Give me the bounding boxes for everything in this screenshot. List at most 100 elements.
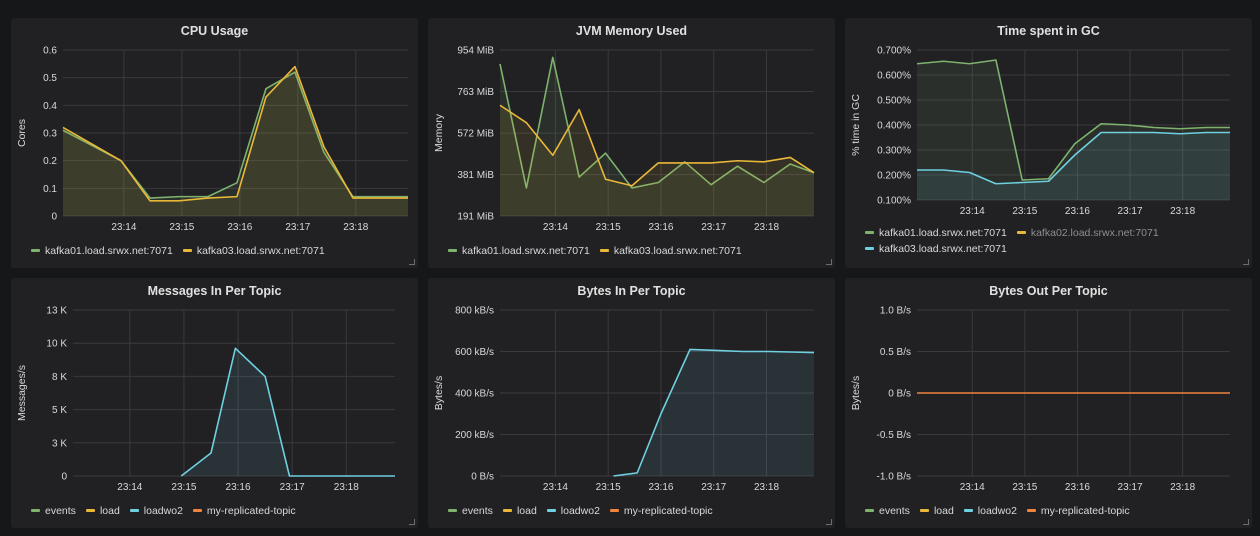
- series-line-loadwo2[interactable]: [180, 347, 395, 477]
- x-tick-label: 23:17: [280, 482, 305, 493]
- legend-item-kafka01-load-srwx-net-7071[interactable]: kafka01.load.srwx.net:7071: [31, 243, 173, 259]
- legend-item-events[interactable]: events: [865, 503, 910, 519]
- series-line-kafka01-load-srwx-net-7071[interactable]: [499, 56, 815, 189]
- resize-handle[interactable]: [409, 259, 415, 265]
- legend-item-kafka01-load-srwx-net-7071[interactable]: kafka01.load.srwx.net:7071: [448, 243, 590, 259]
- legend-item-loadwo2[interactable]: loadwo2: [129, 503, 183, 519]
- resize-handle[interactable]: [1243, 519, 1249, 525]
- resize-handle[interactable]: [1243, 259, 1249, 265]
- resize-handle[interactable]: [409, 519, 415, 525]
- legend-label: kafka02.load.srwx.net:7071: [1030, 227, 1159, 239]
- legend-item-loadwo2[interactable]: loadwo2: [546, 503, 600, 519]
- y-tick-label: 954 MiB: [457, 46, 494, 57]
- y-tick-label: -0.5 B/s: [877, 430, 911, 441]
- panel-bytes-out-per-topic[interactable]: Bytes Out Per Topic -1.0 B/s -0.5 B/s 0 B/…: [845, 278, 1252, 528]
- panel-title[interactable]: Messages In Per Topic: [147, 284, 282, 298]
- legend-item-kafka03-load-srwx-net-7071[interactable]: kafka03.load.srwx.net:7071: [182, 243, 325, 259]
- legend-label: kafka01.load.srwx.net:7071: [462, 245, 590, 257]
- panel-jvm-memory-used[interactable]: JVM Memory Used 191 MiB 381 MiB 572 MiB 763…: [428, 18, 835, 268]
- y-tick-label: 381 MiB: [457, 170, 494, 181]
- x-tick-label: 23:18: [343, 222, 368, 233]
- y-axis-label: Cores: [16, 119, 28, 147]
- panel-title[interactable]: JVM Memory Used: [575, 24, 688, 38]
- x-tick-label: 23:18: [754, 482, 779, 493]
- y-tick-label: 0.300%: [877, 146, 911, 157]
- y-tick-label: 0.2: [43, 156, 57, 167]
- legend-item-my-replicated-topic[interactable]: my-replicated-topic: [609, 503, 713, 519]
- y-tick-label: 200 kB/s: [455, 430, 494, 441]
- y-tick-label: 13 K: [46, 306, 67, 317]
- panel-time-spent-in-gc[interactable]: Time spent in GC 0.100% 0.200% 0.300% 0.400…: [845, 18, 1252, 268]
- y-tick-label: -1.0 B/s: [877, 472, 911, 483]
- series-line-loadwo2[interactable]: [613, 348, 815, 477]
- y-tick-label: 572 MiB: [457, 129, 494, 140]
- x-tick-label: 23:17: [701, 482, 726, 493]
- legend-item-kafka03-load-srwx-net-7071[interactable]: kafka03.load.srwx.net:7071: [865, 241, 1007, 257]
- y-axis-label: Bytes/s: [433, 376, 445, 410]
- y-tick-label: 0 B/s: [888, 389, 911, 400]
- legend: events load loadwo2 my-replicated-topic: [448, 503, 825, 519]
- series-line-kafka03-load-srwx-net-7071[interactable]: [499, 104, 815, 187]
- legend-label: my-replicated-topic: [206, 505, 296, 517]
- series-line-kafka03-load-srwx-net-7071[interactable]: [62, 65, 408, 202]
- legend-label: kafka03.load.srwx.net:7071: [613, 245, 742, 257]
- legend-swatch: [963, 508, 973, 512]
- resize-handle[interactable]: [826, 259, 832, 265]
- legend-item-my-replicated-topic[interactable]: my-replicated-topic: [192, 503, 296, 519]
- legend-item-my-replicated-topic[interactable]: my-replicated-topic: [1026, 503, 1130, 519]
- x-tick-label: 23:16: [648, 482, 673, 493]
- series-area-kafka03-load-srwx-net-7071: [917, 132, 1230, 200]
- x-tick-label: 23:14: [543, 222, 568, 233]
- y-tick-label: 0.400%: [877, 121, 911, 132]
- legend-item-kafka03-load-srwx-net-7071[interactable]: kafka03.load.srwx.net:7071: [599, 243, 742, 259]
- legend: kafka01.load.srwx.net:7071 kafka03.load.s…: [448, 243, 825, 259]
- y-tick-label: 800 kB/s: [455, 306, 494, 317]
- series-line-kafka03-load-srwx-net-7071[interactable]: [917, 131, 1230, 185]
- legend: kafka01.load.srwx.net:7071 kafka03.load.s…: [31, 243, 408, 259]
- series-line-kafka01-load-srwx-net-7071[interactable]: [916, 59, 1230, 181]
- y-tick-label: 0.600%: [877, 71, 911, 82]
- resize-handle[interactable]: [826, 519, 832, 525]
- legend-item-loadwo2[interactable]: loadwo2: [963, 503, 1017, 519]
- legend-item-load[interactable]: load: [919, 503, 954, 519]
- legend-label: load: [99, 505, 120, 517]
- legend-swatch: [865, 246, 874, 250]
- x-tick-label: 23:18: [1170, 482, 1195, 493]
- legend-label: kafka03.load.srwx.net:7071: [196, 245, 325, 257]
- series-area-kafka01-load-srwx-net-7071: [917, 60, 1230, 200]
- legend-item-load[interactable]: load: [502, 503, 537, 519]
- panel-messages-in-per-topic[interactable]: Messages In Per Topic 0 3 K 5 K 8 K 10 K 13 K…: [11, 278, 418, 528]
- y-tick-label: 5 K: [52, 405, 67, 416]
- x-tick-label: 23:16: [1065, 206, 1090, 217]
- panel-cpu-usage[interactable]: CPU Usage 0 0.1 0.2 0.3 0.4 0.5 0.6 23:14 23:15 2…: [11, 18, 418, 268]
- series-line-kafka01-load-srwx-net-7071[interactable]: [62, 71, 408, 199]
- legend-swatch: [182, 248, 192, 252]
- y-tick-label: 600 kB/s: [455, 347, 494, 358]
- chart-jvm-memory-used: 191 MiB 381 MiB 572 MiB 763 MiB 954 MiB 23:14…: [433, 46, 815, 233]
- legend-label: events: [879, 505, 910, 517]
- legend-item-kafka02-load-srwx-net-7071[interactable]: kafka02.load.srwx.net:7071: [1016, 225, 1159, 241]
- panel-title[interactable]: Time spent in GC: [997, 24, 1100, 38]
- x-tick-label: 23:15: [596, 222, 621, 233]
- x-tick-label: 23:14: [543, 482, 568, 493]
- series-area-loadwo2: [613, 349, 814, 476]
- legend-item-load[interactable]: load: [85, 503, 120, 519]
- x-tick-label: 23:17: [285, 222, 310, 233]
- legend-item-kafka01-load-srwx-net-7071[interactable]: kafka01.load.srwx.net:7071: [865, 225, 1007, 241]
- x-tick-label: 23:18: [334, 482, 359, 493]
- chart-bytes-in-per-topic: 0 B/s 200 kB/s 400 kB/s 600 kB/s 800 kB/s 23:…: [433, 306, 815, 493]
- panel-title[interactable]: Bytes Out Per Topic: [989, 284, 1108, 298]
- legend-swatch: [502, 508, 512, 512]
- series-area-kafka01-load-srwx-net-7071: [63, 72, 408, 216]
- panel-title[interactable]: CPU Usage: [180, 24, 249, 38]
- legend-label: my-replicated-topic: [1040, 505, 1130, 517]
- y-tick-label: 0.700%: [877, 46, 911, 57]
- legend-item-events[interactable]: events: [448, 503, 493, 519]
- legend-swatch: [865, 230, 874, 234]
- legend: events load loadwo2 my-replicated-topic: [865, 503, 1242, 519]
- panel-title[interactable]: Bytes In Per Topic: [577, 284, 686, 298]
- x-tick-label: 23:16: [226, 482, 251, 493]
- panel-bytes-in-per-topic[interactable]: Bytes In Per Topic 0 B/s 200 kB/s 400 kB/s…: [428, 278, 835, 528]
- legend-item-events[interactable]: events: [31, 503, 76, 519]
- y-tick-label: 0.5: [43, 73, 57, 84]
